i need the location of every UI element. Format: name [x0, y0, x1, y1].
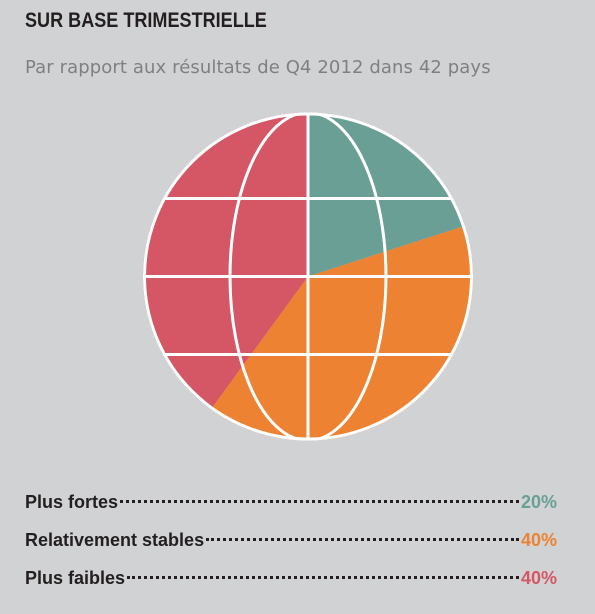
legend-row-relativement-stables: Relativement stables 40% — [25, 521, 557, 559]
chart-subtitle: Par rapport aux résultats de Q4 2012 dan… — [25, 57, 491, 78]
legend-dot-leader — [206, 538, 519, 541]
globe-gridlines — [143, 112, 473, 441]
legend-row-plus-fortes: Plus fortes 20% — [25, 483, 557, 521]
globe-outline — [143, 112, 473, 441]
pie-slice-plus-faibles — [143, 112, 308, 410]
meridian-ellipse — [228, 112, 388, 441]
legend-value: 40% — [520, 530, 557, 550]
legend: Plus fortes 20% Relativement stables 40%… — [25, 483, 557, 597]
globe-pie-chart — [143, 112, 473, 441]
pie-slice-plus-fortes — [308, 112, 465, 277]
legend-label: Relativement stables — [25, 530, 205, 550]
legend-dot-leader — [120, 500, 519, 503]
legend-label: Plus fortes — [25, 492, 119, 512]
chart-title: SUR BASE TRIMESTRIELLE — [25, 9, 267, 32]
legend-dot-leader — [127, 576, 519, 579]
pie-slice-relativement-stables — [211, 225, 473, 441]
legend-value: 40% — [520, 568, 557, 588]
legend-row-plus-faibles: Plus faibles 40% — [25, 559, 557, 597]
legend-value: 20% — [520, 492, 557, 512]
legend-label: Plus faibles — [25, 568, 126, 588]
